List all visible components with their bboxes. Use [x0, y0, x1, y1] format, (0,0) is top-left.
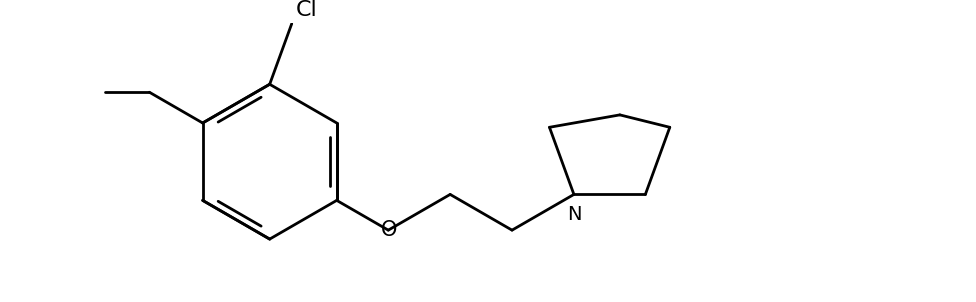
Text: O: O [381, 220, 397, 240]
Text: N: N [567, 205, 581, 224]
Text: Cl: Cl [296, 0, 317, 20]
